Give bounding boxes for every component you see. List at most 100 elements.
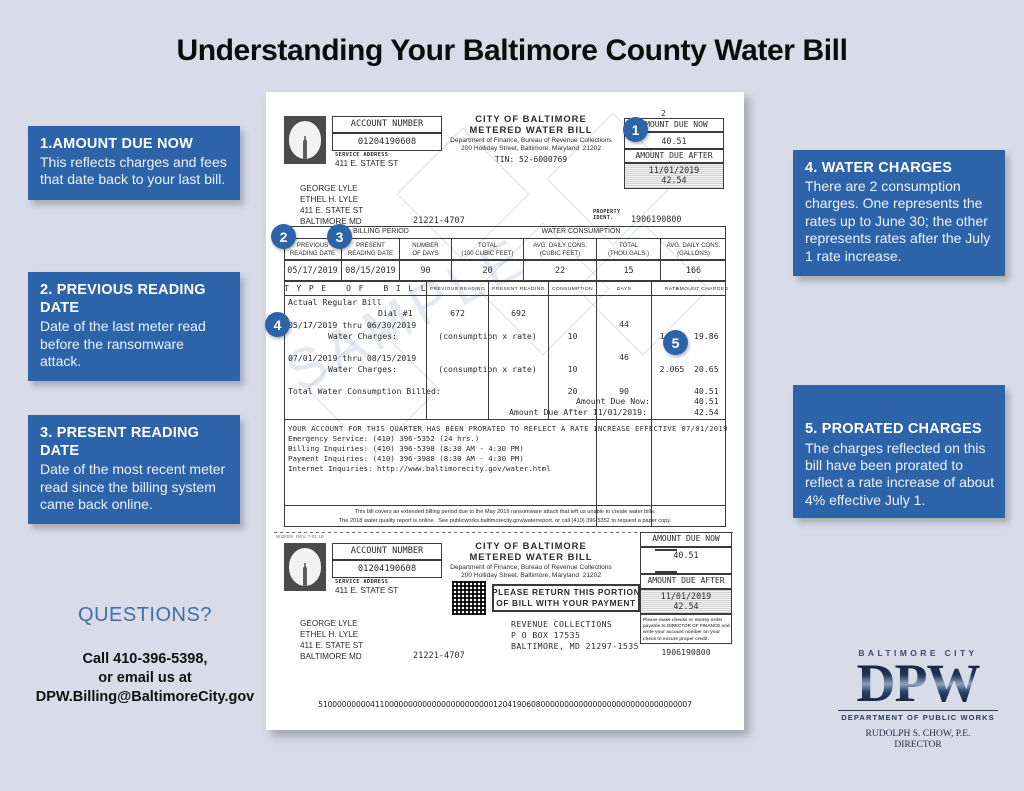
bill-tin: TIN: 52-6000769 bbox=[494, 155, 568, 164]
callout-1-title: 1.AMOUNT DUE NOW bbox=[40, 136, 194, 152]
callout-previous-reading-date: 2. PREVIOUS READING DATE Date of the las… bbox=[28, 272, 240, 382]
account-number-label: ACCOUNT NUMBER bbox=[350, 119, 424, 129]
remit-line-1: REVENUE COLLECTIONS bbox=[511, 619, 613, 629]
account-number-value: 01204190608 bbox=[357, 137, 417, 147]
charges-due-after-label: Amount Due After 11/01/2019: bbox=[509, 407, 648, 417]
property-ident-value: 1906190800 bbox=[631, 214, 682, 224]
stub-customer-name-1: GEORGE LYLE bbox=[300, 619, 358, 628]
return-portion-box bbox=[492, 584, 640, 612]
amount-due-after-label: AMOUNT DUE AFTER bbox=[635, 151, 713, 160]
message-frame bbox=[284, 420, 726, 506]
charges-row2-days: 46 bbox=[619, 352, 629, 362]
th-present-reading-date: PRESENT READING DATE bbox=[347, 242, 394, 258]
th-present-reading: PRESENT READING bbox=[492, 287, 545, 292]
stub-account-number-value-box bbox=[332, 560, 442, 578]
charges-row1-consumption: 10 bbox=[567, 331, 578, 341]
logo-dpw-mark: DPW bbox=[838, 656, 998, 710]
amount-due-after-date: 11/01/2019 bbox=[648, 165, 700, 175]
charges-dial-present: 692 bbox=[511, 308, 526, 318]
th-total-100-cubic-feet: TOTAL (100 CUBIC FEET) bbox=[461, 242, 514, 258]
group-label-water-consumption: WATER CONSUMPTION bbox=[541, 228, 621, 235]
notice-frame bbox=[284, 506, 726, 527]
callout-5-title: 5. PRORATED CHARGES bbox=[805, 421, 982, 438]
stub-dept-line2: 200 Holliday Street, Baltimore, Maryland… bbox=[460, 572, 601, 579]
th-days: DAYS bbox=[616, 287, 632, 292]
td-total-thou-gals: 15 bbox=[623, 265, 634, 275]
customer-zip: 21221-4707 bbox=[413, 216, 465, 226]
stub-due-after-value-box bbox=[640, 589, 732, 614]
stub-scanline: 5100000000041100000000000000000000000120… bbox=[318, 700, 692, 709]
customer-name-2: ETHEL H. LYLE bbox=[300, 195, 359, 204]
property-ident-label-2: IDENT. bbox=[593, 215, 614, 221]
amount-due-after-label-box bbox=[624, 149, 724, 163]
remit-line-2: P O BOX 17535 bbox=[511, 630, 581, 640]
charges-bill-type: Actual Regular Bill bbox=[288, 297, 382, 307]
questions-block: QUESTIONS? Call 410-396-5398, or email u… bbox=[22, 604, 268, 705]
customer-name-1: GEORGE LYLE bbox=[300, 184, 358, 193]
callout-2-title: 2. PREVIOUS READING DATE bbox=[40, 282, 206, 317]
callout-present-reading-date: 3. PRESENT READING DATE Date of the most… bbox=[28, 415, 240, 525]
th-total-thou-gals: TOTAL (THOU.GALS.) bbox=[608, 242, 649, 258]
bill-title-line2: METERED WATER BILL bbox=[469, 124, 593, 135]
bill-dept-line1: Department of Finance, Bureau of Revenue… bbox=[450, 137, 612, 144]
service-address-value: 411 E. STATE ST bbox=[335, 159, 399, 168]
questions-phone: Call 410-396-5398, bbox=[82, 651, 208, 667]
amount-due-after-value: 42.54 bbox=[661, 175, 687, 185]
charges-row2-label: Water Charges: bbox=[328, 364, 398, 374]
water-bill-document: SAMPLE ACCOUNT NUMBER 01204190608 SERVIC… bbox=[266, 92, 744, 730]
amount-due-now-label: AMOUNT DUE NOW bbox=[640, 120, 708, 129]
group-label-billing-period: BILLING PERIOD bbox=[353, 228, 409, 235]
th-previous-reading-date: PREVIOUS READING DATE bbox=[289, 242, 336, 258]
stub-due-after-date: 11/01/2019 bbox=[660, 591, 712, 601]
stub-checks-note-box bbox=[640, 614, 732, 644]
th-avg-daily-cons-gallons: AVG. DAILY CONS. (GALLONS) bbox=[666, 242, 721, 258]
account-number-value-box bbox=[332, 133, 442, 151]
stub-customer-street: 411 E. STATE ST bbox=[300, 641, 364, 650]
stub-customer-name-2: ETHEL H. LYLE bbox=[300, 630, 359, 639]
stub-due-now-label: AMOUNT DUE NOW bbox=[652, 534, 720, 543]
th-previous-reading: PREVIOUS READING bbox=[429, 287, 486, 292]
charges-header-row bbox=[284, 281, 726, 296]
th-type-of-bill: T Y P E O F B I L L bbox=[284, 284, 427, 293]
step-marker-1: 1 bbox=[623, 117, 648, 142]
charges-due-now-label: Amount Due Now: bbox=[576, 396, 650, 406]
message-line-5: Internet Inquiries: http://www.baltimore… bbox=[288, 464, 551, 473]
stub-account-number-label: ACCOUNT NUMBER bbox=[350, 546, 424, 556]
stub-due-after-label: AMOUNT DUE AFTER bbox=[647, 576, 725, 585]
charges-total-days: 90 bbox=[619, 386, 629, 396]
step-marker-3: 3 bbox=[327, 224, 352, 249]
stub-checks-note: Please make checks or money order payabl… bbox=[643, 617, 730, 641]
step-marker-2: 2 bbox=[271, 224, 296, 249]
message-line-1: YOUR ACCOUNT FOR THIS QUARTER HAS BEEN P… bbox=[288, 424, 728, 433]
step-marker-4: 4 bbox=[265, 312, 290, 337]
callout-3-body: Date of the most recent meter read since… bbox=[40, 461, 226, 512]
td-previous-reading-date: 05/17/2019 bbox=[287, 265, 338, 275]
callout-5-body: The charges reflected on this bill have … bbox=[805, 439, 995, 508]
callout-3-title: 3. PRESENT READING DATE bbox=[40, 425, 200, 460]
notice-line-1: This bill covers an extended billing per… bbox=[354, 509, 656, 515]
bill-dept-line2: 200 Holliday Street, Baltimore, Maryland… bbox=[460, 145, 601, 152]
stub-form-code: W4000S REV. 7-01-19 bbox=[276, 534, 324, 539]
callout-4-title: 4. WATER CHARGES bbox=[805, 160, 953, 176]
dpw-logo: BALTIMORE CITY DPW DEPARTMENT OF PUBLIC … bbox=[838, 648, 998, 751]
th-amount-charged: AMOUNT CHARGED bbox=[676, 287, 729, 292]
city-seal-icon bbox=[284, 116, 326, 164]
step-marker-5: 5 bbox=[663, 330, 688, 355]
bill-title-line1: CITY OF BALTIMORE bbox=[475, 113, 587, 124]
questions-email[interactable]: DPW.Billing@BaltimoreCity.gov bbox=[35, 689, 255, 705]
questions-heading: QUESTIONS? bbox=[78, 604, 212, 626]
amount-due-now-value-box bbox=[624, 132, 724, 149]
charges-row2-amount: 20.65 bbox=[694, 364, 719, 374]
return-portion-line1: PLEASE RETURN THIS PORTION bbox=[492, 587, 641, 597]
th-rate: RATE bbox=[664, 287, 680, 292]
stub-dept-line1: Department of Finance, Bureau of Revenue… bbox=[450, 564, 612, 571]
callout-water-charges: 4. WATER CHARGES There are 2 consumption… bbox=[793, 150, 1005, 276]
td-avg-daily-cons-gallons: 166 bbox=[685, 265, 702, 275]
callout-2-body: Date of the last meter read before the r… bbox=[40, 318, 206, 369]
notice-line-2: The 2018 water quality report is online.… bbox=[338, 518, 672, 524]
property-ident-label: PROPERTY bbox=[593, 209, 621, 215]
customer-street: 411 E. STATE ST bbox=[300, 206, 364, 215]
message-line-3: Billing Inquiries: (410) 396-5398 (8:30 … bbox=[288, 444, 524, 453]
charges-dial-label: Dial #1 bbox=[378, 308, 413, 318]
return-portion-line2: OF BILL WITH YOUR PAYMENT bbox=[496, 598, 636, 608]
